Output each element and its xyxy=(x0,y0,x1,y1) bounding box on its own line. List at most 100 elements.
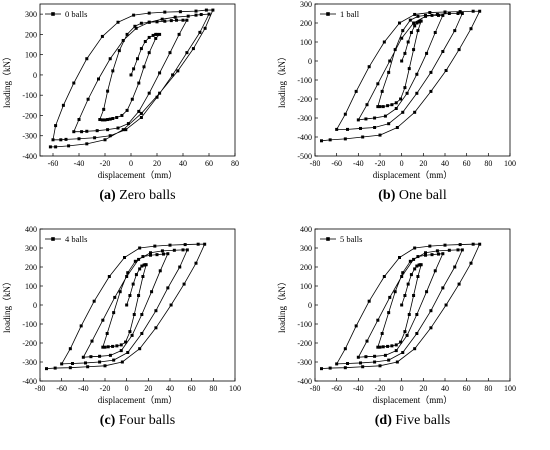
data-point xyxy=(413,12,417,16)
data-point xyxy=(433,31,437,34)
data-point xyxy=(77,118,81,122)
data-point xyxy=(107,275,111,278)
data-point xyxy=(403,86,407,90)
data-point xyxy=(405,91,409,95)
legend-label: 4 balls xyxy=(65,234,87,244)
chart-svg-four-balls: -80 -60 -40 -20 0 20 40 60 80 100-400-300-200-100… xyxy=(2,225,241,405)
caption-five-balls: (d) Five balls xyxy=(275,413,550,429)
data-point xyxy=(48,145,52,149)
data-point xyxy=(103,345,107,349)
data-point xyxy=(346,127,349,131)
x-tick-label: -20 xyxy=(375,384,386,393)
data-point xyxy=(343,347,347,351)
data-point xyxy=(419,263,423,267)
data-point xyxy=(406,282,410,286)
data-point xyxy=(154,309,158,313)
x-tick-label: 40 xyxy=(179,159,187,168)
chart-panel-one-ball: -80 -60 -40 -20 0 20 40 60 80 100 -500 -400 -300 -200… xyxy=(275,0,550,225)
y-axis-label: loading（kN） xyxy=(277,52,287,108)
data-point xyxy=(387,122,391,126)
data-point xyxy=(412,294,416,297)
y-tick-label: 200 xyxy=(300,19,312,28)
data-point xyxy=(394,343,398,347)
data-point xyxy=(178,265,182,269)
data-point xyxy=(92,299,96,303)
data-point xyxy=(132,67,136,71)
data-point xyxy=(100,34,104,38)
data-point xyxy=(444,303,448,307)
data-point xyxy=(115,115,119,119)
data-point xyxy=(469,27,473,31)
data-point xyxy=(85,57,89,61)
data-point xyxy=(120,113,124,117)
data-point xyxy=(121,128,125,132)
data-point xyxy=(196,242,200,246)
data-point xyxy=(401,271,405,275)
x-tick-label: -40 xyxy=(78,384,89,393)
data-point xyxy=(172,248,176,252)
data-point xyxy=(162,252,165,256)
data-point xyxy=(154,36,158,40)
data-point xyxy=(415,264,419,268)
data-point xyxy=(155,20,159,24)
data-point xyxy=(413,347,417,351)
data-point xyxy=(381,105,385,109)
data-point xyxy=(118,290,122,294)
y-tick-label: 300 xyxy=(25,10,37,19)
data-point xyxy=(380,89,384,93)
data-point xyxy=(387,358,391,362)
data-point xyxy=(394,107,398,110)
data-point xyxy=(403,294,407,297)
data-point xyxy=(147,11,151,15)
x-tick-label: 80 xyxy=(484,159,492,168)
data-point xyxy=(398,256,401,259)
data-point xyxy=(97,77,100,81)
data-point xyxy=(98,118,102,122)
data-point xyxy=(373,126,377,129)
y-tick-label: 0 xyxy=(33,301,37,310)
data-point xyxy=(203,26,207,30)
data-point xyxy=(373,360,377,364)
y-tick-label: -200 xyxy=(22,111,37,120)
data-point xyxy=(394,101,398,105)
data-point xyxy=(364,355,368,359)
x-axis-label: displacement（mm） xyxy=(98,170,177,180)
data-point xyxy=(412,48,416,52)
data-point xyxy=(106,89,110,93)
data-point xyxy=(194,9,198,13)
y-tick-label: -300 xyxy=(22,358,37,367)
data-point xyxy=(356,118,360,122)
data-point xyxy=(394,349,398,353)
x-tick-label: -60 xyxy=(331,159,342,168)
y-tick-label: 400 xyxy=(25,225,37,234)
x-tick-label: 20 xyxy=(419,159,427,168)
data-point xyxy=(93,136,97,140)
data-point xyxy=(129,73,133,77)
data-point xyxy=(155,253,159,257)
data-point xyxy=(158,91,162,95)
data-point xyxy=(140,264,144,268)
x-tick-label: -80 xyxy=(310,159,321,168)
x-tick-label: 0 xyxy=(125,384,129,393)
data-point xyxy=(121,38,125,42)
data-point xyxy=(85,129,89,133)
data-point xyxy=(90,339,94,343)
x-tick-label: 20 xyxy=(144,384,152,393)
y-tick-label: 100 xyxy=(25,51,37,60)
data-point xyxy=(407,67,411,71)
x-axis-label: displacement（mm） xyxy=(373,395,452,405)
data-point xyxy=(130,333,134,337)
data-point xyxy=(441,252,445,256)
data-point xyxy=(376,105,380,109)
data-point xyxy=(168,51,172,55)
data-point xyxy=(435,12,439,16)
x-axis-label: displacement（mm） xyxy=(98,395,177,405)
data-point xyxy=(376,318,380,322)
data-point xyxy=(140,313,144,316)
data-point xyxy=(194,261,198,265)
data-point xyxy=(335,362,339,366)
data-point xyxy=(429,326,433,330)
x-tick-label: -20 xyxy=(375,159,386,168)
data-point xyxy=(430,253,434,257)
data-point xyxy=(413,267,417,271)
